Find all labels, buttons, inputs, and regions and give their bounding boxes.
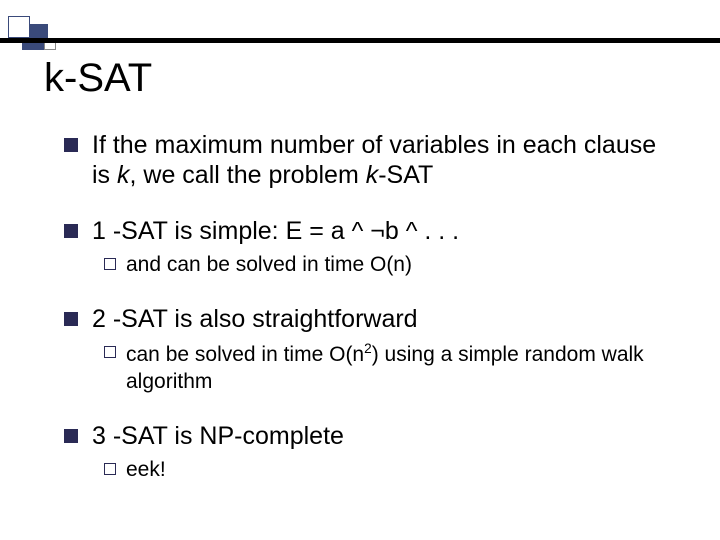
- bullet-icon: [64, 224, 78, 238]
- sub-bullet-text: and can be solved in time O(n): [126, 252, 412, 278]
- bullet-icon: [64, 138, 78, 152]
- slide-title: k-SAT: [44, 56, 152, 101]
- bullet-text: If the maximum number of variables in ea…: [92, 130, 678, 190]
- sub-bullet-icon: [104, 346, 116, 358]
- bullet-icon: [64, 429, 78, 443]
- bullet-text: 2 -SAT is also straightforward: [92, 304, 418, 334]
- title-bar: [0, 38, 720, 43]
- sub-bullet-icon: [104, 463, 116, 475]
- sub-bullet-text: can be solved in time O(n2) using a simp…: [126, 340, 678, 395]
- sub-bullet-item: can be solved in time O(n2) using a simp…: [104, 340, 678, 395]
- bullet-item: 3 -SAT is NP-complete eek!: [64, 421, 678, 483]
- sub-bullet-item: eek!: [104, 457, 678, 483]
- bullet-text: 3 -SAT is NP-complete: [92, 421, 344, 451]
- bullet-text: 1 -SAT is simple: E = a ^ ¬b ^ . . .: [92, 216, 459, 246]
- bullet-item: 1 -SAT is simple: E = a ^ ¬b ^ . . . and…: [64, 216, 678, 278]
- bullet-item: 2 -SAT is also straightforward can be so…: [64, 304, 678, 395]
- bullet-item: If the maximum number of variables in ea…: [64, 130, 678, 190]
- sub-bullet-item: and can be solved in time O(n): [104, 252, 678, 278]
- bullet-icon: [64, 312, 78, 326]
- sub-bullet-text: eek!: [126, 457, 166, 483]
- sub-bullet-icon: [104, 258, 116, 270]
- slide-body: If the maximum number of variables in ea…: [64, 130, 678, 509]
